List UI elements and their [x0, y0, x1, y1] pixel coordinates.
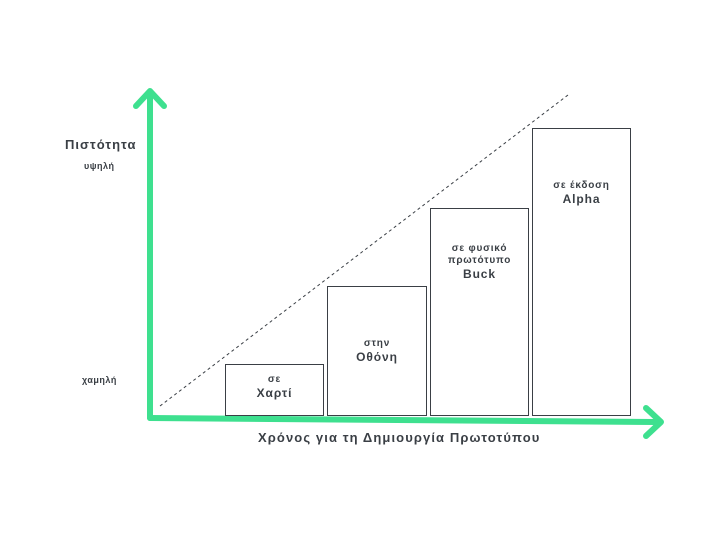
trend-line [159, 94, 569, 407]
stage-name: Χαρτί [256, 386, 293, 400]
stage-prefix: σε [267, 374, 282, 385]
x-axis-title: Χρόνος για τη Δημιουργία Πρωτοτύπου [258, 430, 541, 445]
stage-box-paper: σε Χαρτί [225, 364, 324, 416]
stage-prefix: σε φυσικό πρωτότυπο [447, 243, 512, 266]
stage-prefix: σε έκδοση [553, 180, 610, 191]
stage-box-screen: στην Οθόνη [327, 286, 427, 416]
stage-box-alpha: σε έκδοση Alpha [532, 128, 631, 416]
stage-prefix: στην [363, 338, 391, 349]
stage-name: Alpha [562, 192, 601, 206]
stage-box-buck: σε φυσικό πρωτότυπο Buck [430, 208, 529, 416]
x-axis-arrow [147, 405, 664, 439]
stage-name: Buck [463, 267, 496, 281]
y-axis-arrow [133, 88, 167, 421]
stage-name: Οθόνη [356, 350, 398, 364]
y-axis-high-label: υψηλή [84, 161, 115, 171]
y-axis-title: Πιστότητα [65, 137, 137, 152]
y-axis-low-label: χαμηλή [82, 375, 117, 385]
